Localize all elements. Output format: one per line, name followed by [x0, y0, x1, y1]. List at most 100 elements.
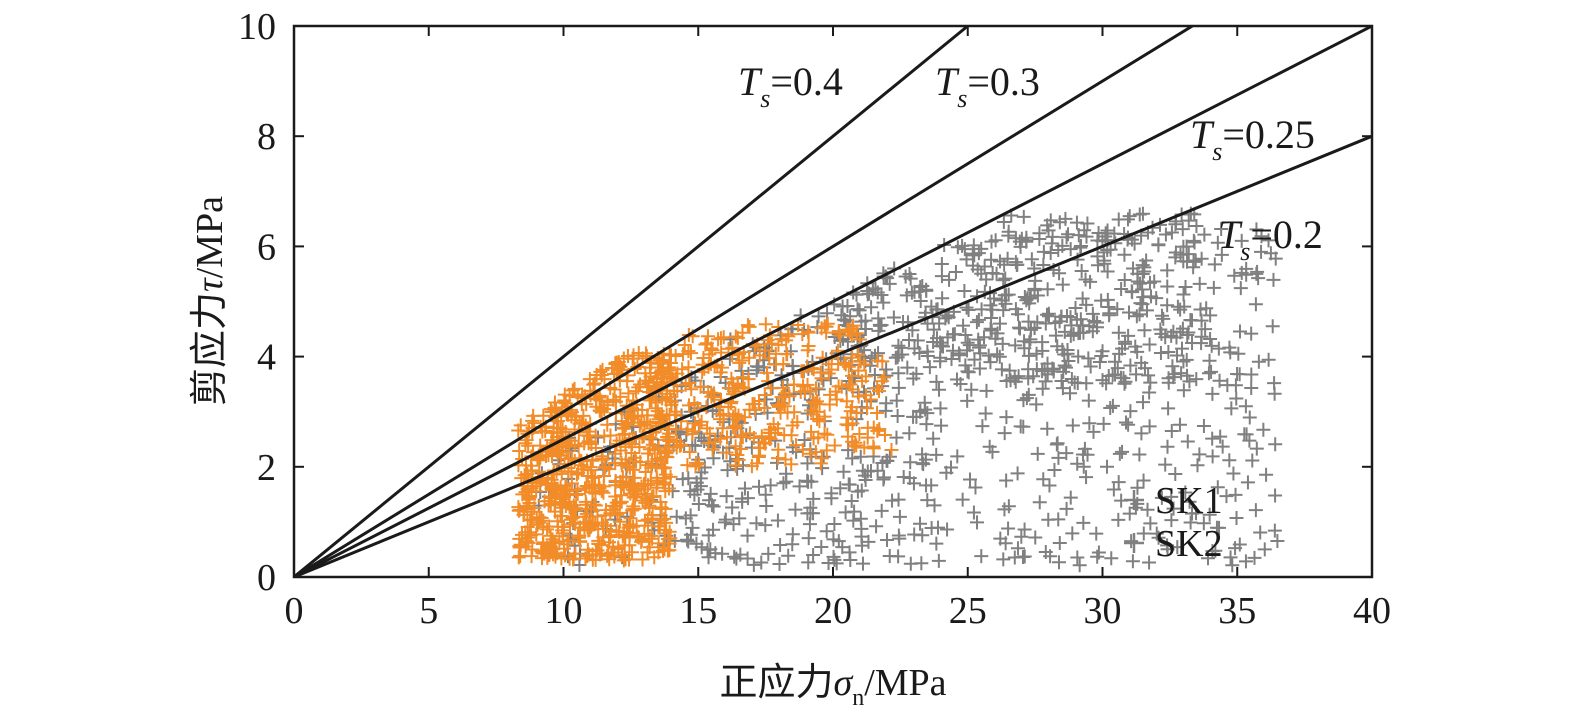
data-point-sk1: [1203, 308, 1218, 323]
data-point-sk2: [804, 424, 819, 439]
data-point-sk1: [1227, 268, 1242, 283]
data-point-sk1: [806, 491, 821, 506]
data-point-sk1: [1268, 437, 1283, 452]
data-point-sk1: [1086, 424, 1101, 439]
data-point-sk1: [869, 519, 884, 534]
data-point-sk2: [660, 543, 675, 558]
data-point-sk2: [737, 410, 752, 425]
data-point-sk1: [1205, 449, 1220, 464]
data-point-sk1: [1042, 309, 1056, 324]
data-point-sk2: [777, 427, 792, 442]
data-point-sk2: [657, 471, 672, 486]
data-point-sk1: [1183, 515, 1198, 530]
data-point-sk1: [850, 302, 865, 317]
data-point-sk1: [965, 258, 980, 273]
data-point-sk1: [1245, 453, 1260, 468]
data-point-sk1: [929, 374, 944, 389]
data-point-sk1: [1168, 250, 1183, 265]
data-point-sk1: [1030, 315, 1045, 330]
data-point-sk1: [826, 549, 841, 564]
data-point-sk1: [882, 276, 897, 291]
data-point-sk1: [1079, 297, 1094, 312]
data-point-sk2: [635, 552, 650, 567]
data-point-sk1: [1055, 381, 1070, 396]
data-point-sk1: [981, 348, 996, 363]
data-point-sk1: [1206, 280, 1221, 295]
legend-label-sk2: SK2: [1155, 523, 1223, 565]
data-point-sk1: [1047, 463, 1062, 478]
x-tick-label: 15: [679, 590, 717, 632]
data-point-sk2: [654, 500, 669, 515]
data-point-sk1: [1202, 353, 1217, 368]
data-point-sk1: [1266, 272, 1281, 287]
data-point-sk2: [517, 504, 532, 519]
data-point-sk2: [668, 348, 683, 363]
data-point-sk1: [1142, 337, 1157, 352]
data-point-sk2: [561, 533, 576, 548]
data-point-sk1: [1011, 307, 1026, 322]
data-point-sk1: [1036, 472, 1051, 487]
data-point-sk2: [542, 519, 557, 534]
data-point-sk1: [1118, 336, 1133, 351]
data-point-sk2: [713, 406, 728, 421]
data-point-sk1: [806, 548, 821, 563]
data-point-sk1: [926, 431, 941, 446]
threshold-lines: [294, 26, 1372, 577]
data-point-sk1: [990, 347, 1005, 362]
data-point-sk1: [740, 551, 755, 566]
data-point-sk1: [1170, 348, 1184, 363]
data-point-sk1: [1267, 386, 1282, 401]
data-point-sk1: [1182, 494, 1197, 509]
data-point-sk2: [675, 362, 690, 377]
data-point-sk1: [1160, 538, 1175, 553]
data-point-sk2: [645, 437, 660, 452]
data-point-sk1: [853, 449, 868, 464]
data-point-sk1: [1028, 530, 1043, 545]
data-point-sk2: [590, 509, 605, 524]
data-point-sk1: [776, 476, 791, 491]
data-point-sk1: [703, 542, 718, 557]
data-point-sk1: [1077, 441, 1092, 456]
data-point-sk2: [720, 430, 735, 445]
data-point-sk1: [1156, 311, 1171, 326]
data-point-sk1: [1014, 529, 1029, 544]
data-point-sk2: [751, 450, 766, 465]
data-point-sk1: [854, 483, 869, 498]
data-point-sk2: [843, 325, 858, 340]
data-point-sk2: [640, 545, 655, 560]
data-point-sk1: [1244, 380, 1259, 395]
data-point-sk1: [996, 552, 1011, 567]
data-point-sk1: [1213, 429, 1228, 444]
y-tick-label: 10: [238, 6, 276, 48]
data-point-sk2: [662, 363, 677, 378]
data-point-sk1: [591, 430, 606, 445]
data-point-sk1: [1076, 447, 1091, 462]
data-point-sk2: [654, 367, 669, 382]
data-point-sk1: [1070, 456, 1085, 471]
data-point-sk1: [1263, 246, 1278, 261]
data-point-sk1: [1078, 272, 1093, 287]
data-point-sk2: [732, 355, 747, 370]
data-point-sk1: [904, 285, 919, 300]
data-point-sk1: [967, 352, 982, 367]
data-point-sk2: [620, 349, 635, 364]
data-point-sk1: [1181, 247, 1196, 262]
x-tick-label: 5: [419, 590, 438, 632]
data-point-sk2: [700, 329, 715, 344]
data-point-sk2: [678, 377, 693, 392]
data-point-sk1: [1070, 550, 1085, 565]
data-point-sk1: [1136, 473, 1151, 488]
data-point-sk2: [611, 542, 626, 556]
data-point-sk1: [863, 358, 878, 373]
data-point-sk1: [996, 273, 1011, 288]
data-point-sk1: [1190, 458, 1205, 473]
data-point-sk1: [1123, 404, 1138, 419]
data-point-sk1: [841, 477, 856, 492]
data-point-sk1: [1207, 257, 1222, 272]
data-point-sk1: [1102, 306, 1117, 321]
data-point-sk1: [1129, 367, 1144, 382]
y-tick-label: 8: [257, 116, 276, 158]
data-point-sk1: [1038, 374, 1053, 389]
line-label-ts-0.25: Ts=0.25: [1190, 112, 1315, 166]
data-point-sk1: [720, 463, 735, 478]
